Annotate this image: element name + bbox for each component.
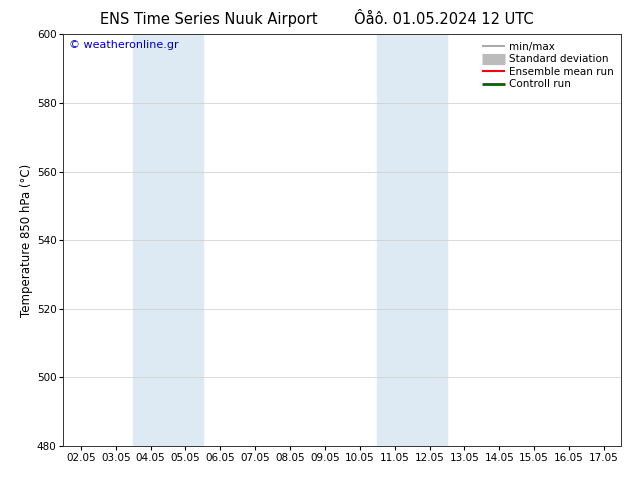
Text: Ôåô. 01.05.2024 12 UTC: Ôåô. 01.05.2024 12 UTC xyxy=(354,12,534,27)
Bar xyxy=(133,34,203,446)
Y-axis label: Temperature 850 hPa (°C): Temperature 850 hPa (°C) xyxy=(20,164,32,317)
Bar xyxy=(377,34,447,446)
Legend: min/max, Standard deviation, Ensemble mean run, Controll run: min/max, Standard deviation, Ensemble me… xyxy=(480,40,616,92)
Text: ENS Time Series Nuuk Airport: ENS Time Series Nuuk Airport xyxy=(100,12,318,27)
Text: © weatheronline.gr: © weatheronline.gr xyxy=(69,41,179,50)
